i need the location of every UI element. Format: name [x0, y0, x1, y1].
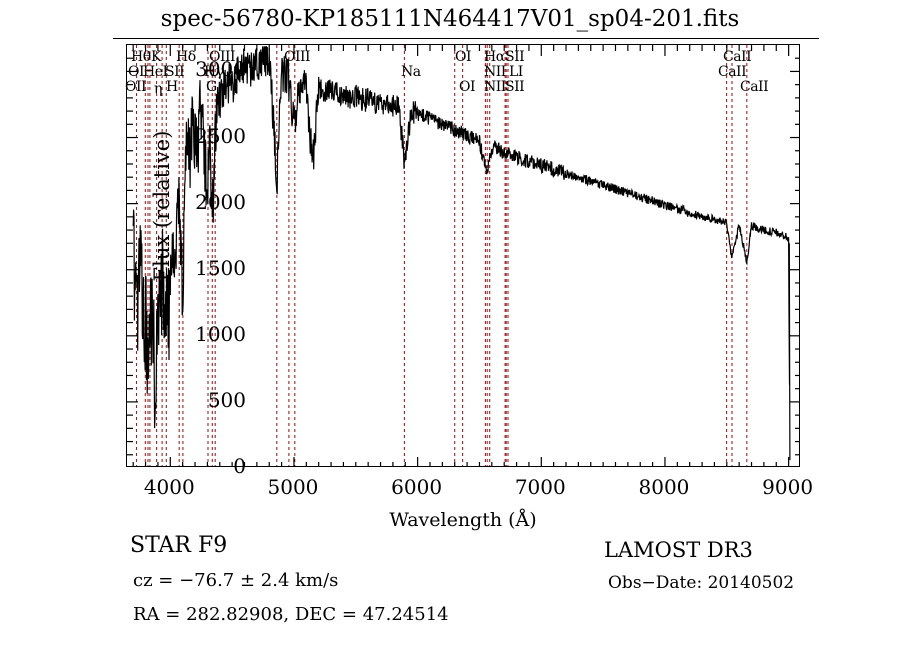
spectral-line-label: OI [455, 49, 472, 65]
x-axis-ticks: 4000 5000 6000 7000 8000 9000 [126, 467, 813, 507]
spectral-line-label: K [151, 49, 161, 65]
spectral-line-label: Na [401, 64, 421, 80]
y-tick-label: 0 [233, 454, 246, 478]
spectral-line-label: OIII [209, 49, 236, 65]
title-divider [113, 38, 819, 39]
spectral-line-label: CaII [740, 79, 769, 95]
spectral-line-label: NII [484, 79, 506, 95]
spectral-line-label: Hγ [204, 64, 224, 80]
obs-date-line: Obs−Date: 20140502 [608, 573, 795, 593]
y-tick-label: 2000 [195, 189, 246, 214]
spectral-line-label: LI [509, 64, 523, 80]
spectral-line-label: SII [505, 79, 525, 95]
spectral-line-label: OIII [284, 49, 311, 65]
spectral-line-label: HeI [143, 64, 168, 80]
spectrum-canvas [127, 45, 799, 466]
x-tick-label: 5000 [267, 475, 319, 499]
x-tick-label: 4000 [143, 475, 195, 499]
x-axis-label: Wavelength (Å) [389, 509, 537, 531]
plot-frame [126, 44, 800, 467]
y-tick-label: 3000 [195, 57, 246, 82]
survey-line: LAMOST DR3 [604, 538, 753, 562]
coordinates-line: RA = 282.82908, DEC = 47.24514 [133, 604, 449, 625]
spectral-line-label: η [154, 81, 162, 97]
y-axis-ticks: 0 500 1000 1500 2000 2500 3000 [118, 44, 246, 478]
object-type-line: STAR F9 [130, 533, 228, 558]
x-tick-label: 6000 [391, 475, 443, 499]
spectral-line-label: CaII [718, 64, 747, 80]
x-tick-label: 8000 [638, 475, 690, 499]
spectral-line-label: NII [484, 64, 506, 80]
spectral-line-label: H [166, 79, 178, 95]
spectrum-trace [132, 46, 791, 461]
spectral-line-label: Hα [484, 49, 505, 65]
spectral-line-label: Hθ [131, 49, 151, 65]
spectral-line-label: OI [128, 64, 145, 80]
y-tick-label: 1000 [195, 321, 246, 346]
y-tick-label: 500 [207, 387, 246, 412]
spectral-line-label: SII [505, 49, 525, 65]
redshift-line: cz = −76.7 ± 2.4 km/s [133, 570, 339, 591]
y-axis-label: Flux (relative) [150, 130, 174, 282]
spectral-line-label: G [206, 79, 217, 95]
y-tick-label: 1500 [195, 255, 246, 280]
page-title: spec-56780-KP185111N464417V01_sp04-201.f… [160, 6, 740, 32]
x-tick-label: 9000 [762, 475, 814, 499]
plot-area: 0 500 1000 1500 2000 2500 3000 4000 5000 6000 700… [125, 44, 813, 531]
spectral-line-label: SII [165, 64, 185, 80]
spectral-line-label: CaII [723, 49, 752, 65]
spectral-line-label: OII [125, 79, 147, 95]
spectral-line-label: OI [459, 79, 476, 95]
x-tick-label: 7000 [514, 475, 566, 499]
axis-tickmarks [127, 45, 799, 466]
spectral-line-label: Hδ [176, 49, 196, 65]
y-tick-label: 2500 [195, 123, 246, 148]
